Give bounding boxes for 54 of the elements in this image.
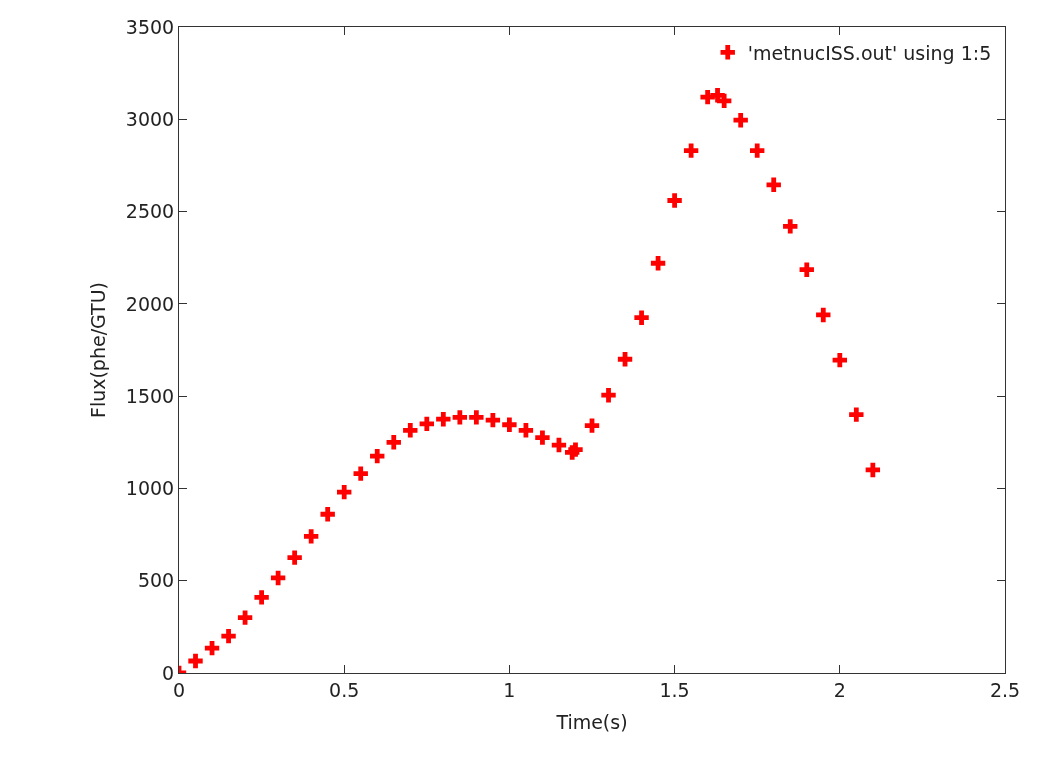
point	[535, 430, 550, 445]
point	[254, 590, 269, 605]
y-tick-label: 1500	[125, 384, 175, 407]
point	[287, 550, 302, 565]
y-tick-label: 3000	[125, 107, 175, 130]
y-tick-label: 3500	[125, 15, 175, 38]
point	[584, 418, 600, 433]
point	[667, 193, 682, 208]
point	[799, 262, 814, 277]
point	[353, 466, 368, 481]
y-tick-label: 0	[162, 661, 175, 684]
point	[370, 448, 385, 464]
y-tick-label: 1000	[125, 477, 175, 500]
point	[419, 416, 434, 432]
point	[832, 352, 847, 368]
point	[783, 219, 798, 234]
point	[601, 388, 616, 403]
point	[634, 310, 649, 325]
point	[337, 484, 352, 500]
point	[502, 417, 517, 432]
point	[270, 570, 286, 586]
point	[386, 435, 401, 450]
legend-label: 'metnucISS.out' using 1:5	[747, 41, 992, 64]
point	[750, 143, 765, 158]
point	[303, 529, 319, 544]
point	[320, 507, 335, 522]
x-tick-label: 1.5	[659, 678, 690, 701]
point	[733, 113, 748, 128]
point	[452, 410, 468, 425]
point	[436, 412, 451, 427]
point	[716, 93, 732, 109]
x-tick-label: 2.5	[989, 678, 1021, 701]
point	[403, 423, 418, 438]
x-tick-label: 0.5	[329, 678, 360, 701]
x-tick-label: 1	[503, 678, 516, 701]
y-tick-label: 2500	[125, 200, 175, 223]
x-axis-title: Time(s)	[555, 710, 628, 733]
point	[683, 143, 699, 158]
y-tick-label: 2000	[125, 292, 175, 315]
point	[221, 628, 236, 644]
point	[865, 462, 881, 478]
x-tick-label: 2	[833, 678, 846, 701]
point	[650, 256, 666, 271]
point	[469, 410, 484, 425]
point	[518, 423, 534, 438]
point	[188, 653, 203, 669]
point	[237, 610, 253, 625]
point	[617, 352, 633, 367]
point	[766, 177, 781, 193]
y-axis-title: Flux(phe/GTU)	[86, 281, 109, 419]
point	[849, 407, 864, 422]
y-tick-label: 500	[137, 569, 175, 592]
point	[485, 412, 501, 428]
point	[816, 307, 831, 323]
